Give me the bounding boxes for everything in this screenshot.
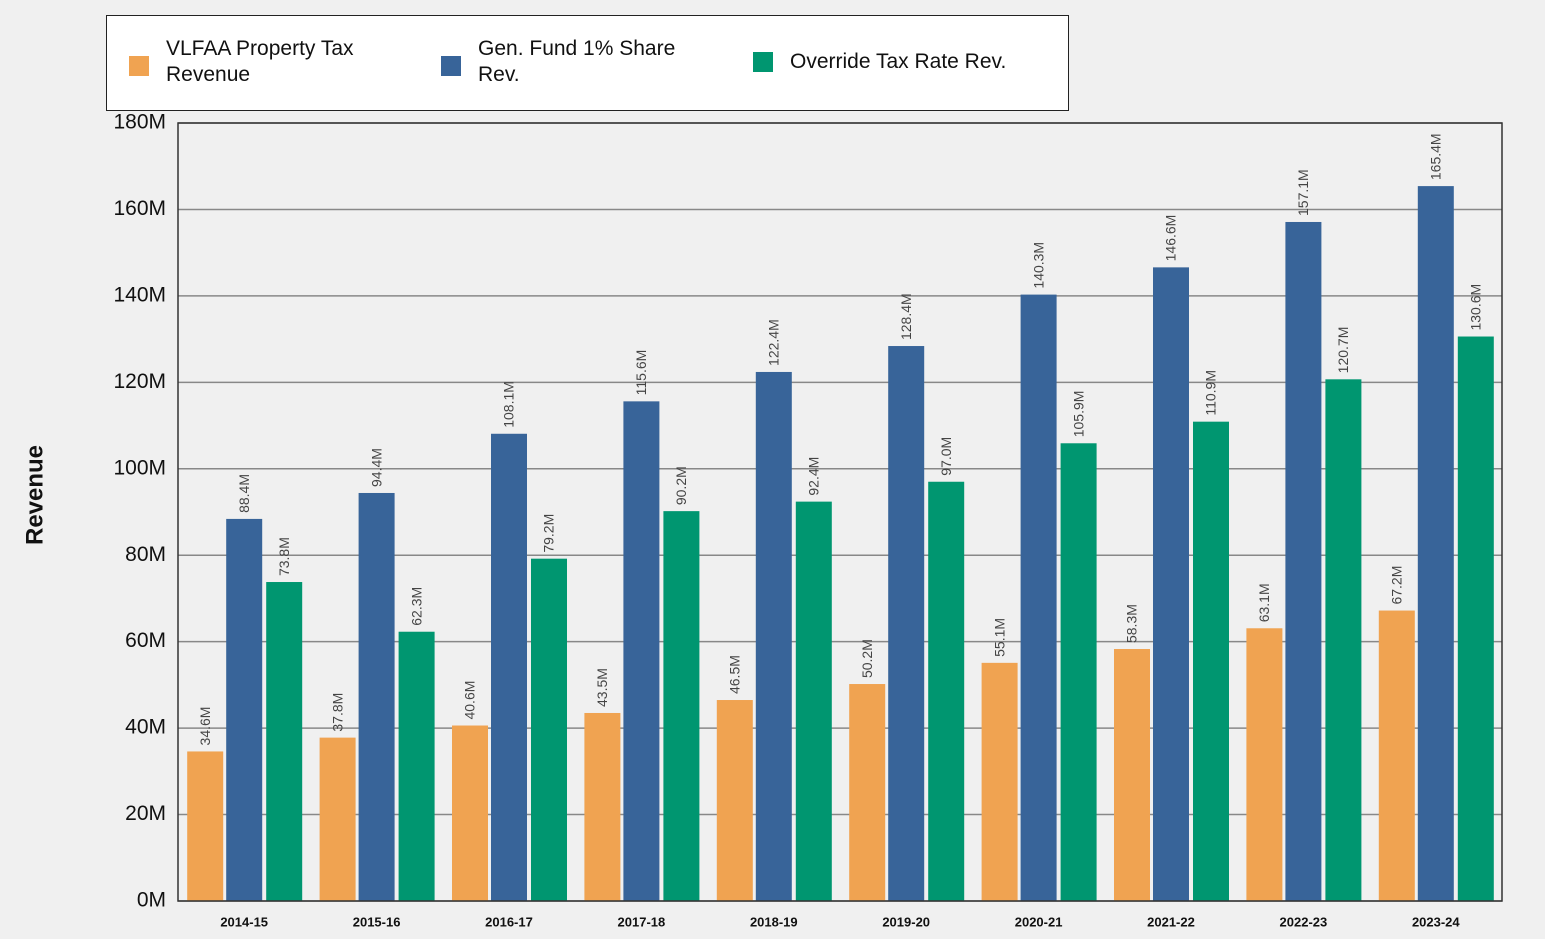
x-tick-label: 2019-20: [882, 914, 930, 929]
value-label: 88.4M: [236, 474, 252, 513]
x-tick-label: 2017-18: [618, 914, 666, 929]
bar: [1285, 221, 1322, 901]
x-tick-label: 2016-17: [485, 914, 533, 929]
bar: [319, 737, 356, 901]
x-tick-label: 2015-16: [353, 914, 401, 929]
bar: [358, 492, 395, 901]
bar: [928, 481, 965, 901]
legend-label: VLFAA Property Tax Revenue: [166, 37, 354, 86]
bar: [1417, 186, 1454, 902]
value-label: 79.2M: [541, 514, 557, 553]
value-label: 62.3M: [408, 587, 424, 626]
bar: [1246, 628, 1283, 901]
value-label: 110.9M: [1203, 370, 1219, 416]
value-label: 146.6M: [1163, 215, 1179, 262]
value-label: 92.4M: [806, 457, 822, 496]
value-label: 37.8M: [329, 693, 345, 732]
value-label: 34.6M: [197, 707, 213, 746]
bar: [1325, 379, 1362, 902]
value-label: 50.2M: [859, 639, 875, 678]
bar: [888, 346, 925, 901]
value-label: 40.6M: [462, 681, 478, 720]
value-label: 97.0M: [938, 437, 954, 476]
bar: [1378, 610, 1415, 901]
bar: [584, 712, 621, 901]
x-tick-label: 2020-21: [1015, 914, 1063, 929]
value-label: 157.1M: [1295, 169, 1311, 216]
bar: [981, 662, 1018, 901]
value-label: 120.7M: [1335, 327, 1351, 374]
value-label: 115.6M: [633, 350, 649, 396]
legend-swatch: [441, 56, 461, 76]
x-tick-label: 2022-23: [1280, 914, 1328, 929]
value-label: 122.4M: [766, 319, 782, 366]
value-label: 55.1M: [991, 618, 1007, 657]
value-label: 105.9M: [1070, 391, 1086, 438]
value-label: 58.3M: [1124, 604, 1140, 643]
value-label: 63.1M: [1256, 583, 1272, 622]
x-tick-label: 2021-22: [1147, 914, 1195, 929]
bar: [452, 725, 488, 901]
legend-entry: Override Tax Rate Rev.: [753, 36, 1030, 75]
legend-swatch: [753, 52, 773, 72]
value-label: 140.3M: [1030, 242, 1046, 289]
legend-swatch: [129, 56, 149, 76]
bar: [1114, 649, 1150, 901]
x-tick-label: 2014-15: [220, 914, 268, 929]
bar: [1153, 267, 1189, 902]
bar: [1060, 443, 1097, 901]
legend-label: Gen. Fund 1% Share Rev.: [478, 37, 676, 86]
bar: [849, 684, 886, 901]
bar: [1457, 336, 1494, 901]
bar: [398, 631, 435, 901]
value-label: 67.2M: [1389, 566, 1405, 605]
x-tick-label: 2023-24: [1412, 914, 1460, 929]
y-tick-label: 180M: [113, 111, 166, 134]
y-tick-label: 60M: [125, 629, 166, 652]
bar: [1020, 294, 1057, 901]
value-label: 108.1M: [501, 381, 517, 428]
y-tick-label: 140M: [113, 283, 166, 306]
y-tick-label: 120M: [113, 370, 166, 393]
y-tick-label: 40M: [125, 716, 166, 739]
bar: [755, 371, 792, 902]
value-label: 128.4M: [898, 293, 914, 340]
bar: [491, 433, 527, 901]
value-label: 130.6M: [1468, 284, 1484, 331]
bar: [1193, 421, 1229, 901]
value-label: 94.4M: [368, 448, 384, 487]
y-tick-label: 100M: [113, 456, 166, 479]
plot-border: [177, 122, 1503, 902]
y-tick-label: 160M: [113, 197, 166, 220]
y-tick-label: 0M: [137, 889, 166, 912]
legend: VLFAA Property Tax Revenue Gen. Fund 1% S…: [106, 15, 1069, 111]
y-tick-label: 80M: [125, 543, 166, 566]
value-label: 73.8M: [276, 537, 292, 576]
bar: [623, 401, 660, 901]
x-tick-label: 2018-19: [750, 914, 798, 929]
legend-label: Override Tax Rate Rev.: [790, 50, 1007, 73]
y-axis-label: Revenue: [21, 445, 48, 545]
value-label: 90.2M: [673, 466, 689, 505]
bar: [663, 511, 700, 901]
value-label: 43.5M: [594, 668, 610, 707]
bar: [187, 751, 224, 901]
bar: [716, 700, 753, 901]
bar: [531, 558, 567, 901]
value-label: 46.5M: [727, 655, 743, 694]
legend-entry: Gen. Fund 1% Share Rev.: [441, 36, 718, 88]
bar: [226, 518, 263, 901]
legend-entry: VLFAA Property Tax Revenue: [129, 36, 406, 88]
bar: [795, 501, 832, 901]
value-label: 165.4M: [1428, 133, 1444, 180]
bar: [266, 582, 303, 901]
y-tick-label: 20M: [125, 802, 166, 825]
